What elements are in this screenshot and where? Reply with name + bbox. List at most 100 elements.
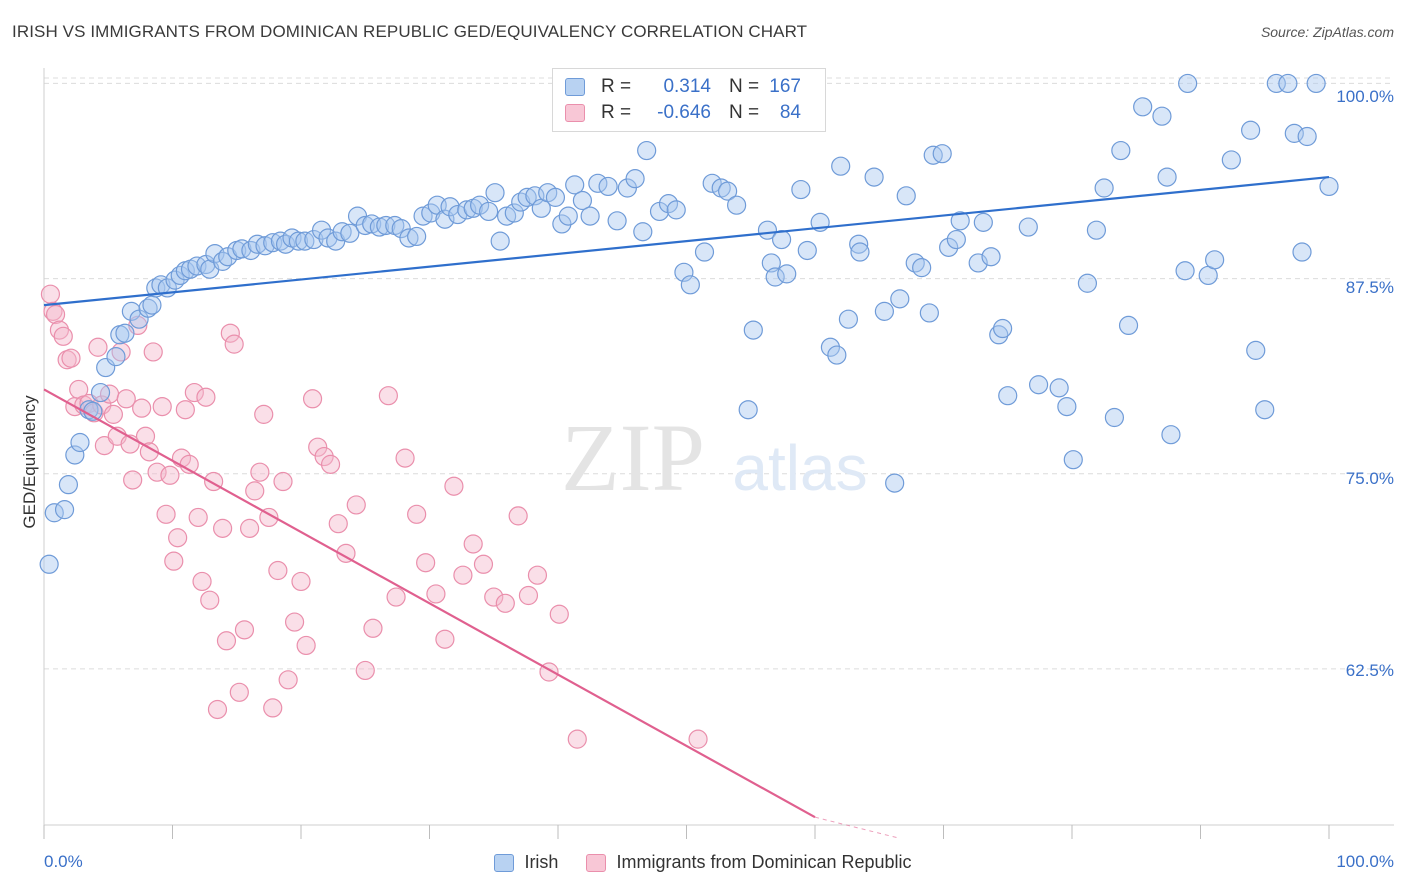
dominican-trend-line [43, 388, 816, 819]
irish-point [850, 242, 870, 262]
r-value: 0.314 [663, 76, 711, 97]
irish-point [598, 176, 618, 197]
irish-point [1104, 407, 1125, 428]
dominican-point [43, 301, 63, 321]
dominican-point [527, 565, 548, 585]
dominican-point [444, 476, 464, 496]
chart-title: IRISH VS IMMIGRANTS FROM DOMINICAN REPUB… [12, 22, 808, 41]
legend-label-irish: Irish [524, 852, 559, 872]
stats-legend: R = 0.314 N = 167 R = -0.646 N = 84 [552, 68, 826, 132]
irish-point [946, 229, 966, 250]
series-irish-points [39, 73, 1339, 574]
legend-item-irish[interactable]: Irish [494, 852, 558, 873]
irish-point [311, 220, 332, 240]
irish-point [1111, 140, 1131, 161]
irish-point [993, 318, 1013, 339]
irish-point [1178, 73, 1198, 94]
dominican-point [453, 565, 473, 585]
dominican-point [156, 504, 176, 524]
irish-point [572, 190, 593, 211]
r-label: R = [601, 76, 632, 97]
dominican-point [302, 389, 323, 409]
dominican-point [291, 571, 311, 592]
irish-point [1157, 167, 1177, 187]
irish-swatch-icon [565, 78, 585, 96]
irish-point [288, 231, 309, 251]
irish-point [607, 211, 627, 231]
dominican-point [549, 604, 569, 624]
dominican-point [220, 323, 240, 343]
irish-point [1049, 378, 1069, 398]
dominican-point [473, 554, 494, 574]
irish-point [255, 236, 275, 256]
dominican-point [143, 342, 163, 362]
watermark-atlas: atlas [732, 432, 867, 504]
dominican-point [355, 660, 375, 681]
irish-point [765, 267, 785, 287]
irish-point [1086, 220, 1107, 240]
irish-point [738, 400, 758, 420]
irish-point [558, 206, 578, 226]
irish-point [490, 231, 510, 251]
irish-point [362, 214, 382, 234]
irish-point [1266, 73, 1286, 94]
irish-point [1152, 106, 1172, 126]
irish-point [435, 209, 455, 229]
legend-item-dominican[interactable]: Immigrants from Dominican Republic [586, 852, 912, 873]
irish-point [912, 258, 932, 278]
dominican-point [463, 534, 483, 554]
x-tick-label-min: 0.0% [44, 852, 83, 871]
dominican-point [200, 590, 220, 610]
stats-row-irish: R = 0.314 N = 167 [565, 74, 801, 100]
watermark-zip: ZIP [561, 404, 705, 511]
irish-point [797, 240, 817, 261]
irish-point [1241, 120, 1261, 140]
dominican-trend-extension [814, 816, 899, 839]
irish-point [121, 301, 141, 321]
dominican-point [234, 620, 255, 640]
irish-point [625, 169, 645, 189]
irish-point [1018, 217, 1038, 237]
dominican-point [216, 631, 237, 651]
irish-point [106, 347, 126, 367]
series-legend: Irish Immigrants from Dominican Republic [0, 852, 1406, 873]
dominican-point [495, 593, 515, 613]
irish-point [413, 206, 433, 226]
dominican-point [164, 551, 184, 571]
irish-point [485, 183, 505, 203]
irish-point [849, 234, 869, 254]
r-label: R = [601, 102, 632, 123]
irish-point [1133, 97, 1153, 117]
dominican-point [363, 618, 383, 638]
dominican-point [278, 670, 298, 690]
stats-row-dominican: R = -0.646 N = 84 [565, 100, 801, 126]
dominican-point [168, 528, 188, 548]
irish-swatch-icon [494, 853, 515, 872]
irish-point [545, 187, 566, 207]
dominican-point [192, 571, 212, 592]
irish-point [247, 234, 267, 254]
irish-point [1094, 178, 1114, 198]
irish-point [1221, 150, 1241, 170]
n-value: 84 [779, 102, 801, 123]
dominican-point [336, 543, 356, 563]
n-value: 167 [769, 76, 801, 97]
irish-point [658, 194, 679, 214]
series-dominican-points [40, 284, 708, 749]
dominican-point [296, 635, 316, 656]
n-label: N = [729, 76, 760, 97]
dominican-point [416, 553, 436, 573]
irish-point [1205, 250, 1225, 270]
dominican-point [229, 682, 249, 702]
dominican-point [320, 454, 341, 474]
dominican-point [395, 448, 415, 468]
dominican-point [268, 560, 288, 581]
irish-point [777, 264, 797, 284]
irish-point [65, 445, 85, 465]
n-label: N = [729, 102, 760, 123]
irish-point [1306, 73, 1326, 94]
irish-point [399, 228, 419, 248]
irish-point [637, 140, 657, 161]
dominican-point [175, 400, 195, 420]
irish-point [39, 554, 59, 574]
